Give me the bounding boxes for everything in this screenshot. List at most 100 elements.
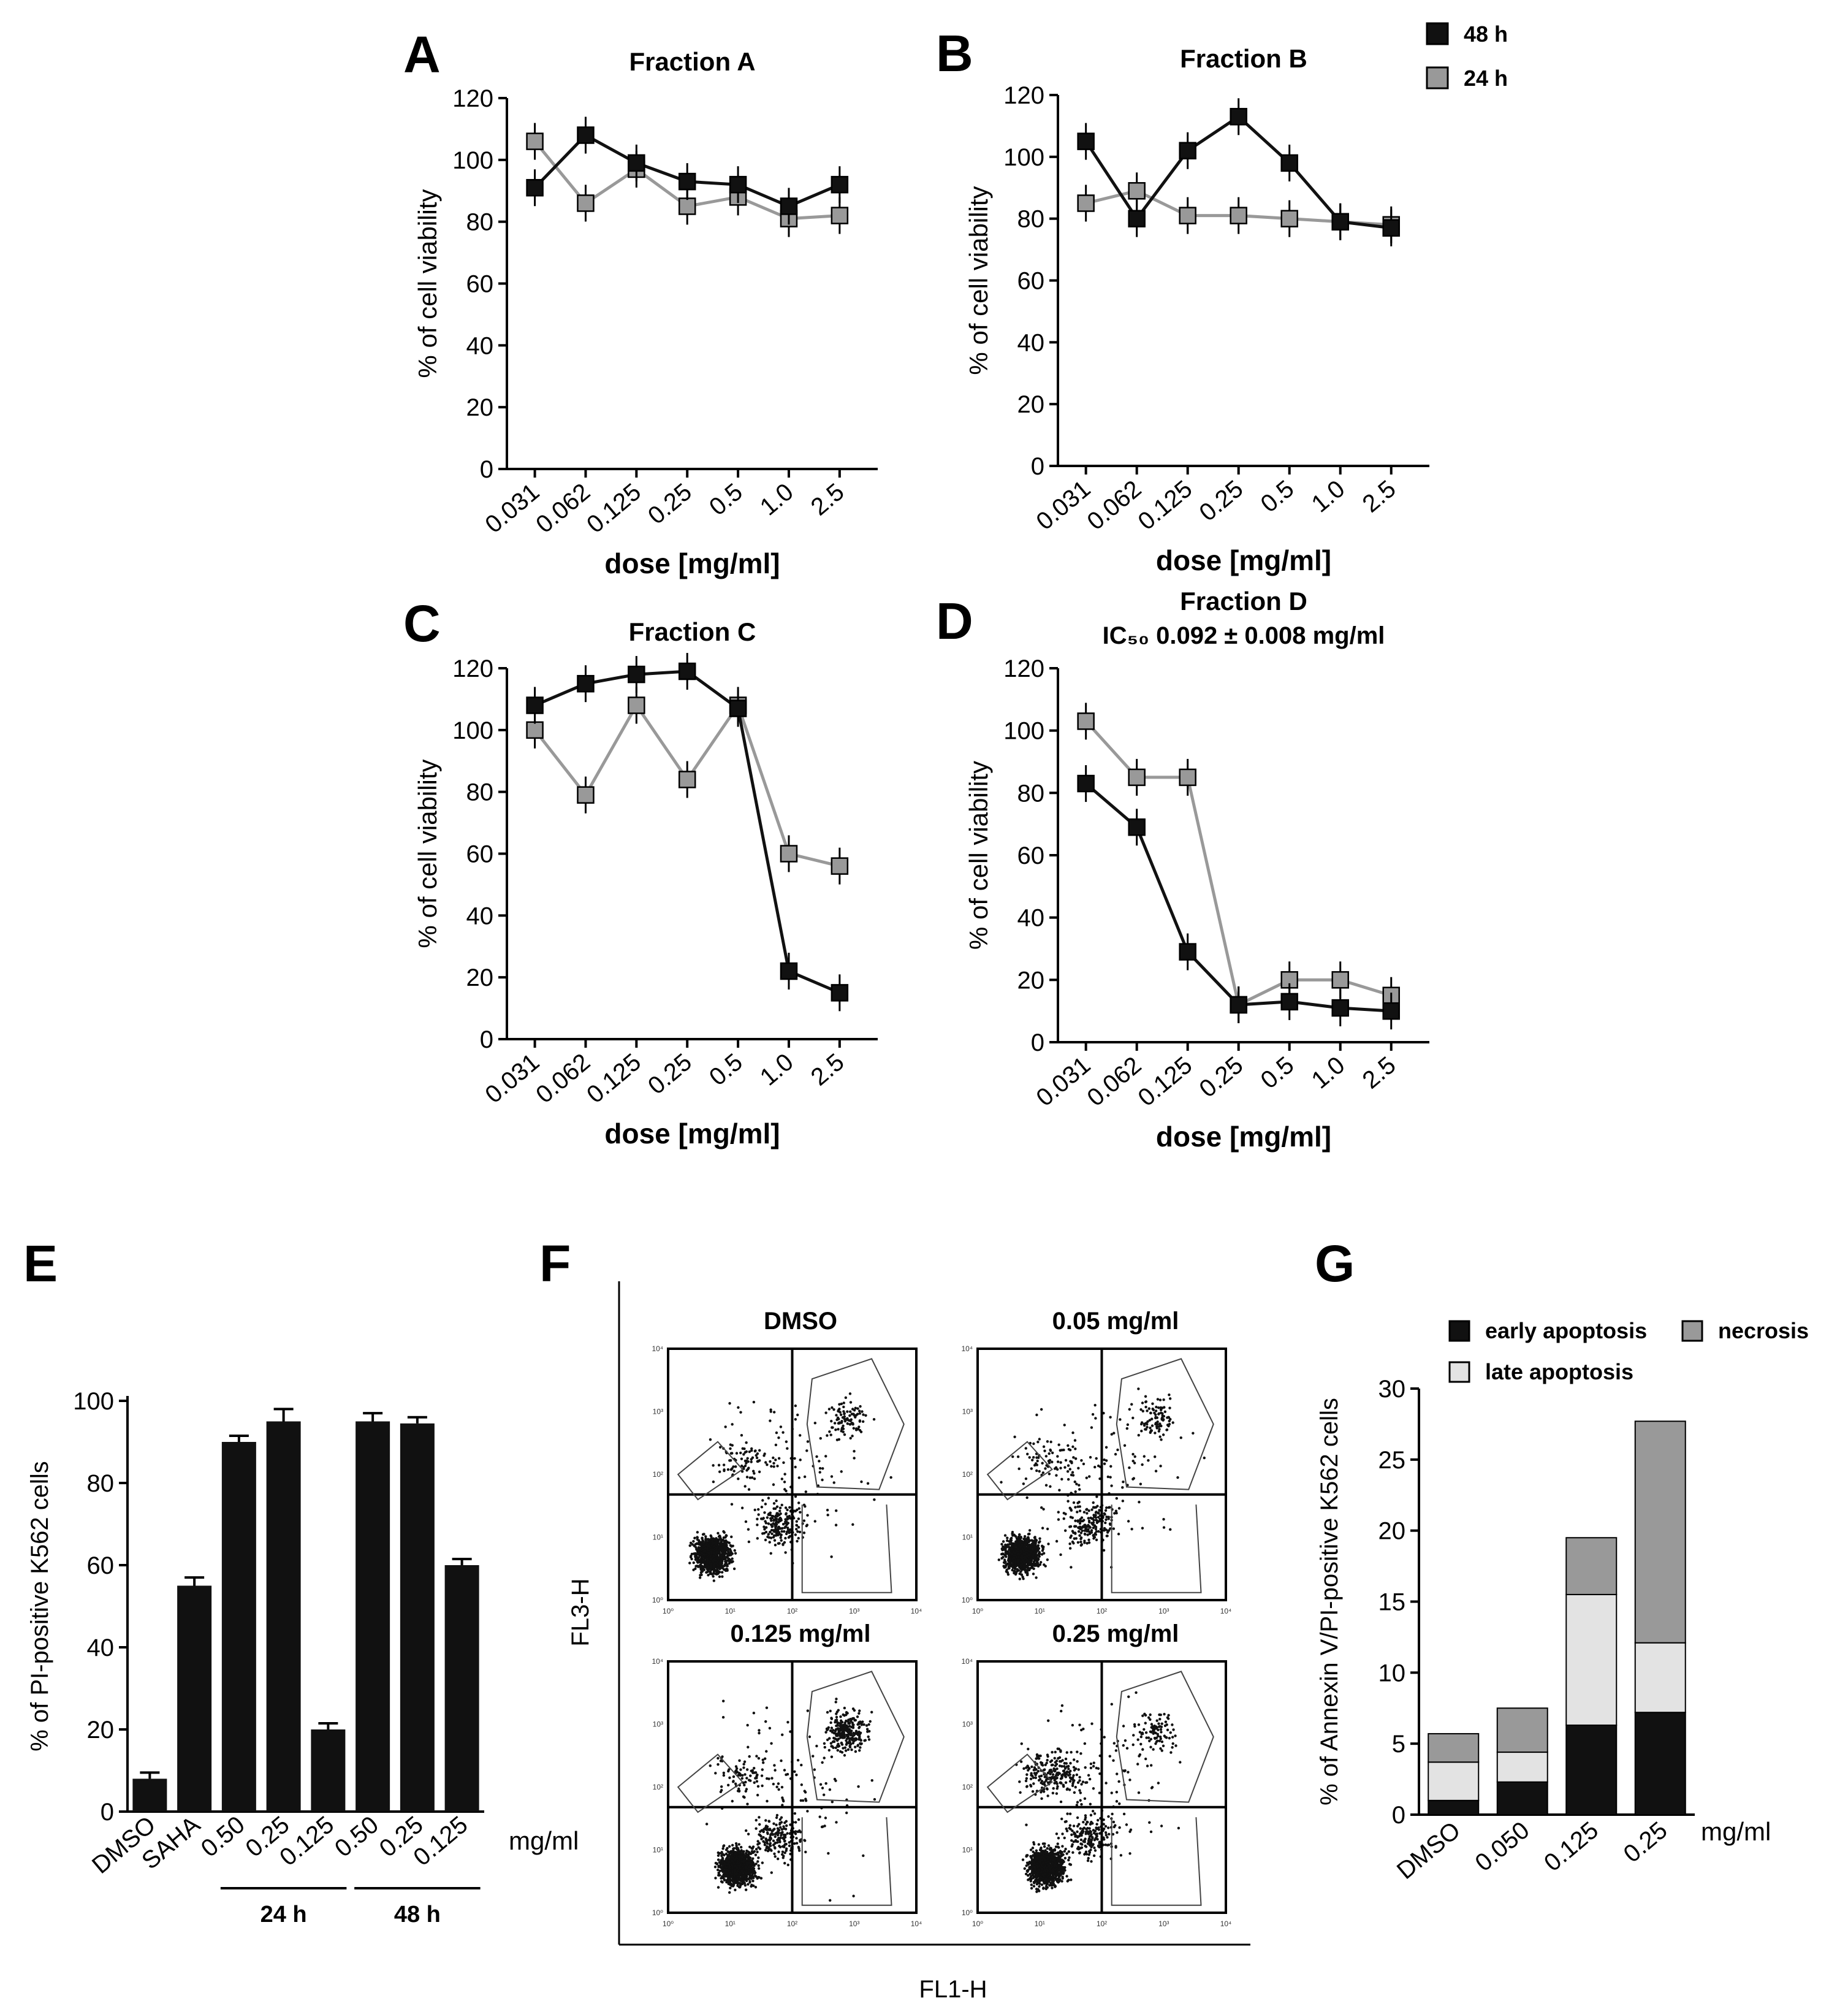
event-dot: [756, 1508, 760, 1511]
event-dot: [1034, 1538, 1037, 1541]
event-dot: [1079, 1540, 1082, 1544]
event-dot: [743, 1485, 747, 1488]
event-dot: [1086, 1533, 1089, 1536]
event-dot: [1067, 1477, 1070, 1481]
group-label: 48 h: [394, 1902, 441, 1927]
event-dot: [1042, 1508, 1045, 1511]
event-dot: [1158, 1435, 1162, 1438]
event-dot: [770, 1519, 773, 1522]
event-dot: [1016, 1552, 1019, 1555]
y-tick-label: 80: [466, 779, 494, 806]
event-dot: [730, 1503, 734, 1506]
event-dot: [740, 1470, 744, 1473]
event-dot: [837, 1409, 840, 1413]
event-dot: [1163, 1406, 1166, 1409]
event-dot: [1022, 1550, 1025, 1553]
event-dot: [832, 1729, 835, 1732]
event-dot: [694, 1565, 698, 1568]
event-dot: [726, 1783, 730, 1787]
event-dot: [1025, 1558, 1029, 1562]
event-dot: [751, 1845, 755, 1848]
event-dot: [839, 1719, 843, 1722]
event-dot: [1113, 1512, 1116, 1515]
event-dot: [1092, 1519, 1095, 1522]
event-dot: [798, 1434, 802, 1437]
event-dot: [804, 1797, 807, 1801]
y-tick-label: 100: [1003, 718, 1044, 745]
y-tick-label: 100: [73, 1388, 114, 1415]
event-dot: [726, 1855, 729, 1858]
event-dot: [754, 1853, 758, 1856]
x-tick-label: 1.0: [755, 478, 799, 520]
event-dot: [1144, 1395, 1147, 1398]
series-line-48h: [534, 669, 840, 994]
event-dot: [1033, 1558, 1036, 1561]
event-dot: [847, 1741, 850, 1744]
event-dot: [710, 1552, 713, 1555]
event-dot: [733, 1549, 736, 1552]
event-dot: [846, 1422, 849, 1425]
event-dot: [784, 1518, 787, 1521]
event-dot: [1024, 1447, 1027, 1450]
event-dot: [739, 1877, 742, 1880]
event-dot: [717, 1886, 720, 1889]
event-dot: [1140, 1430, 1143, 1433]
event-dot: [1074, 1506, 1077, 1509]
event-dot: [731, 1875, 734, 1878]
event-dot: [873, 1797, 876, 1801]
event-dot: [852, 1740, 856, 1743]
event-dot: [1150, 1417, 1154, 1420]
event-dot: [751, 1851, 754, 1855]
y-tick-label: 120: [452, 655, 493, 682]
event-dot: [848, 1725, 851, 1728]
event-dot: [770, 1742, 773, 1745]
event-dot: [764, 1503, 767, 1506]
event-dot: [857, 1722, 861, 1726]
event-dot: [857, 1712, 861, 1715]
event-dot: [835, 1438, 839, 1441]
event-dot: [1102, 1549, 1106, 1552]
event-dot: [735, 1452, 739, 1455]
event-dot: [843, 1412, 846, 1416]
gate-polygon: [806, 1358, 905, 1490]
event-dot: [1046, 1440, 1049, 1443]
y-tick-label: 60: [1017, 842, 1045, 869]
event-dot: [737, 1477, 740, 1481]
event-dot: [1086, 1542, 1089, 1545]
event-dot: [785, 1523, 789, 1526]
gate-polygon: [986, 1441, 1054, 1501]
event-dot: [1162, 1414, 1166, 1418]
event-dot: [1068, 1448, 1072, 1452]
event-dot: [1013, 1570, 1016, 1573]
event-dot: [1110, 1433, 1113, 1436]
data-point-48h: [1382, 1002, 1400, 1020]
event-dot: [748, 1874, 752, 1878]
event-dot: [863, 1739, 866, 1742]
event-dot: [1090, 1529, 1093, 1532]
event-dot: [1112, 1527, 1116, 1530]
event-dot: [714, 1772, 717, 1775]
event-dot: [779, 1425, 783, 1428]
event-dot: [782, 1833, 786, 1837]
bar: [177, 1585, 212, 1812]
event-dot: [780, 1816, 783, 1819]
y-tick-label: 0: [480, 456, 493, 483]
event-dot: [1026, 1571, 1029, 1575]
event-dot: [1117, 1507, 1121, 1510]
event-dot: [1117, 1533, 1120, 1536]
y-tick-label: 10²: [653, 1783, 663, 1791]
event-dot: [830, 1555, 833, 1558]
event-dot: [758, 1816, 761, 1819]
event-dot: [774, 1458, 777, 1462]
event-dot: [1097, 1515, 1100, 1519]
event-dot: [1090, 1522, 1093, 1525]
event-dot: [1103, 1462, 1106, 1465]
y-tick-label: 10²: [653, 1470, 663, 1479]
event-dot: [783, 1851, 786, 1855]
event-dot: [722, 1864, 725, 1867]
event-dot: [781, 1523, 785, 1526]
event-dot: [1153, 1411, 1156, 1414]
event-dot: [717, 1756, 720, 1760]
event-dot: [813, 1768, 816, 1771]
